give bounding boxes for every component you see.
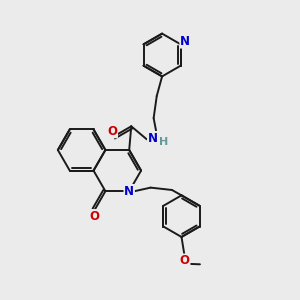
Text: O: O (107, 124, 117, 138)
Text: N: N (148, 132, 158, 145)
Text: O: O (180, 254, 190, 267)
Text: O: O (89, 210, 99, 223)
Text: H: H (159, 137, 168, 147)
Text: N: N (180, 35, 190, 48)
Text: N: N (124, 185, 134, 198)
